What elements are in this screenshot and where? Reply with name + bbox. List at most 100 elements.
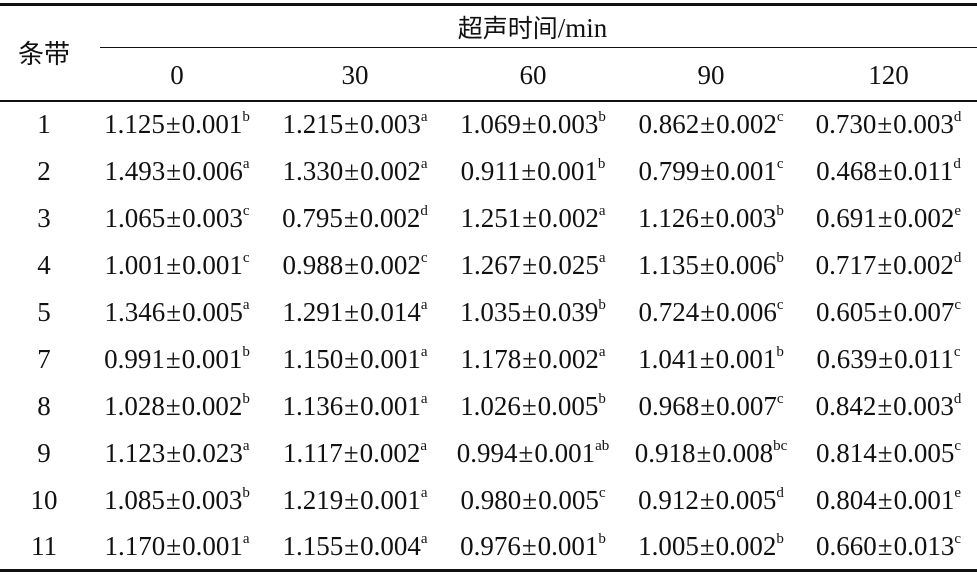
cell-sd: 0.003: [537, 109, 599, 139]
cell-mean: 0.639: [816, 343, 878, 374]
cell-significance-letter: a: [420, 343, 428, 360]
cell-significance-letter: a: [242, 530, 250, 547]
table-cell: 1.125±0.001b: [88, 101, 266, 148]
table-cell: 1.123±0.023a: [88, 430, 266, 477]
plus-minus-sign: ±: [521, 155, 537, 186]
cell-significance-letter: a: [598, 249, 606, 266]
table-cell: 1.041±0.001b: [622, 336, 800, 383]
cell-sd: 0.005: [537, 390, 599, 421]
cell-mean: 0.842: [815, 390, 877, 421]
plus-minus-sign: ±: [700, 390, 716, 421]
table-cell: 0.968±0.007c: [622, 383, 800, 430]
table-cell: 1.150±0.001a: [266, 336, 444, 383]
cell-mean: 0.988: [282, 249, 344, 280]
table-cell: 0.991±0.001b: [88, 336, 266, 383]
plus-minus-sign: ±: [700, 155, 716, 186]
cell-significance-letter: c: [776, 296, 784, 313]
cell-significance-letter: b: [598, 109, 606, 125]
row-label: 10: [30, 484, 58, 515]
cell-sd: 0.003: [893, 390, 954, 421]
cell-mean: 1.026: [460, 390, 521, 421]
table-cell: 0.988±0.002c: [266, 242, 444, 289]
cell-sd: 0.023: [182, 437, 243, 468]
cell-mean: 1.155: [282, 530, 344, 561]
plus-minus-sign: ±: [700, 109, 716, 139]
plus-minus-sign: ±: [166, 202, 182, 233]
cell-mean: 1.125: [104, 109, 165, 139]
cell-sd: 0.011: [894, 343, 954, 374]
cell-significance-letter: a: [420, 109, 428, 125]
cell-mean: 1.219: [282, 484, 344, 515]
cell-significance-letter: a: [598, 343, 606, 360]
plus-minus-sign: ±: [699, 343, 715, 374]
cell-mean: 0.468: [816, 155, 877, 186]
plus-minus-sign: ±: [344, 155, 360, 186]
column-header: 120: [800, 50, 977, 102]
plus-minus-sign: ±: [878, 343, 894, 374]
cell-mean: 1.291: [282, 296, 344, 327]
plus-minus-sign: ±: [165, 343, 181, 374]
cell-significance-letter: a: [598, 202, 606, 219]
plus-minus-sign: ±: [877, 202, 893, 233]
table-row: 5 1.346±0.005a 1.291±0.014a 1.035±0.039b 0.7…: [0, 289, 977, 336]
table-cell: 0.980±0.005c: [444, 477, 622, 524]
table-cell: 0.795±0.002d: [266, 195, 444, 242]
plus-minus-sign: ±: [696, 437, 712, 468]
plus-minus-sign: ±: [877, 484, 893, 515]
table-cell: 0.730±0.003d: [800, 101, 977, 148]
plus-minus-sign: ±: [877, 437, 893, 468]
table-cell: 0.911±0.001b: [444, 148, 622, 195]
plus-minus-sign: ±: [343, 437, 359, 468]
table-row: 7 0.991±0.001b 1.150±0.001a 1.178±0.002a 1.0…: [0, 336, 977, 383]
plus-minus-sign: ±: [521, 390, 537, 421]
table-row: 8 1.028±0.002b 1.136±0.001a 1.026±0.005b 0.9…: [0, 383, 977, 430]
table-cell: 1.219±0.001a: [266, 477, 444, 524]
plus-minus-sign: ±: [877, 390, 893, 421]
cell-sd: 0.039: [537, 296, 599, 327]
cell-mean: 0.717: [815, 249, 877, 280]
row-label: 2: [37, 155, 51, 186]
table-cell: 1.026±0.005b: [444, 383, 622, 430]
cell-mean: 1.117: [283, 437, 343, 468]
plus-minus-sign: ±: [699, 484, 715, 515]
group-underline: [100, 46, 977, 48]
cell-significance-letter: c: [420, 249, 428, 266]
cell-sd: 0.004: [360, 530, 421, 561]
cell-sd: 0.003: [360, 109, 421, 139]
row-label: 11: [0, 523, 88, 572]
table-cell: 0.912±0.005d: [622, 477, 800, 524]
column-header: 60: [444, 50, 622, 102]
cell-mean: 0.911: [460, 155, 521, 186]
cell-sd: 0.002: [538, 202, 599, 233]
table-cell: 1.001±0.001c: [88, 242, 266, 289]
cell-mean: 0.918: [634, 437, 696, 468]
table-row: 10 1.085±0.003b 1.219±0.001a 0.980±0.005c 0.…: [0, 477, 977, 524]
cell-mean: 0.991: [104, 343, 165, 374]
cell-sd: 0.005: [182, 296, 243, 327]
cell-sd: 0.002: [360, 155, 421, 186]
cell-sd: 0.001: [537, 155, 598, 186]
table-cell: 1.251±0.002a: [444, 195, 622, 242]
group-header-unit: /min: [557, 12, 608, 43]
cell-sd: 0.008: [712, 437, 774, 468]
table-row: 3 1.065±0.003c 0.795±0.002d 1.251±0.002a 1.1…: [0, 195, 977, 242]
table-cell: 1.178±0.002a: [444, 336, 622, 383]
cell-significance-letter: b: [598, 296, 606, 313]
cell-mean: 1.041: [638, 343, 699, 374]
cell-significance-letter: d: [776, 484, 784, 501]
plus-minus-sign: ±: [699, 202, 715, 233]
cell-mean: 1.493: [104, 155, 166, 186]
table-cell: 0.660±0.013c: [800, 523, 977, 572]
cell-mean: 1.150: [282, 343, 344, 374]
cell-mean: 0.724: [638, 296, 700, 327]
plus-minus-sign: ±: [522, 202, 538, 233]
row-label: 4: [37, 249, 51, 280]
header-row-group: 条带 超声时间/min: [0, 4, 977, 102]
cell-sd: 0.003: [893, 109, 954, 139]
cell-significance-letter: e: [954, 484, 961, 501]
cell-significance-letter: b: [242, 109, 250, 125]
cell-significance-letter: a: [420, 530, 428, 547]
cell-sd: 0.003: [182, 202, 243, 233]
table-cell: 0.842±0.003d: [800, 383, 977, 430]
cell-sd: 0.001: [537, 530, 599, 561]
